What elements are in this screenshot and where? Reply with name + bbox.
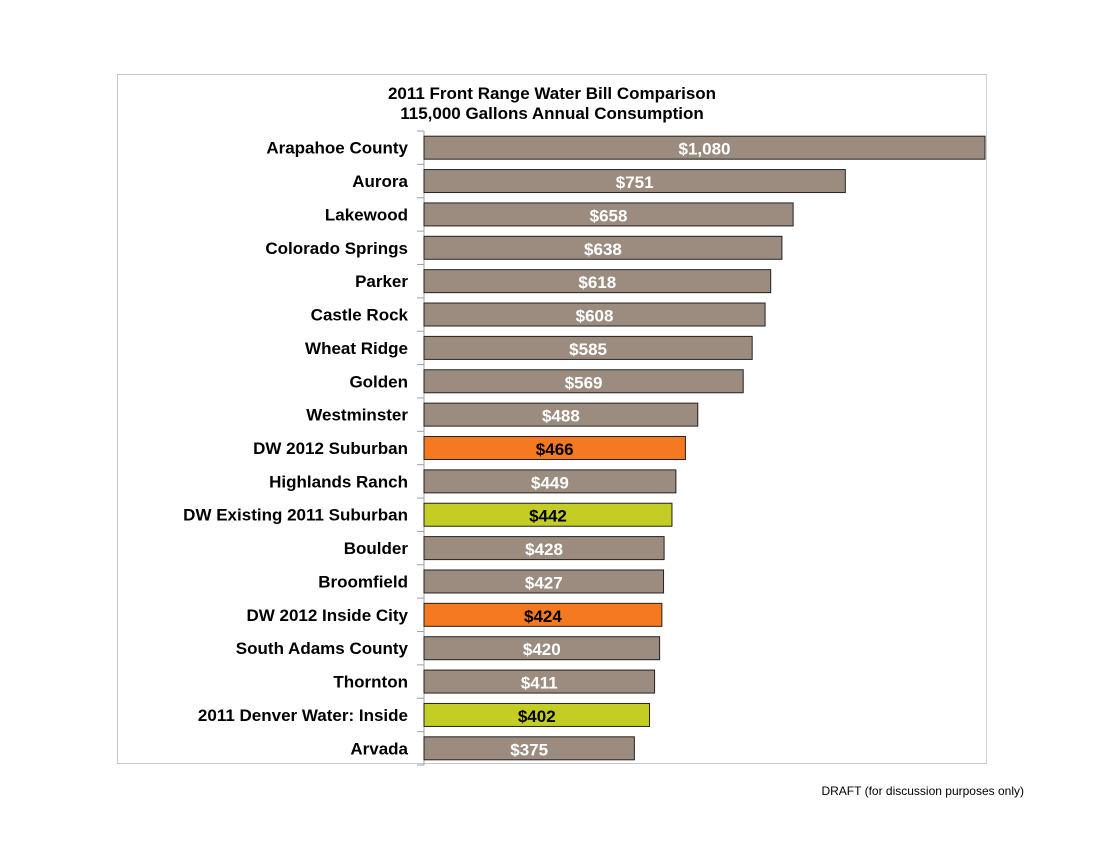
bar-arapahoe-county bbox=[423, 135, 986, 160]
data-label: $424 bbox=[524, 607, 562, 626]
category-label: DW 2012 Inside City bbox=[246, 606, 408, 625]
data-label: $402 bbox=[518, 707, 556, 726]
bar-castle-rock bbox=[423, 302, 766, 327]
bar-golden bbox=[423, 369, 744, 394]
data-label: $1,080 bbox=[679, 140, 731, 159]
category-label: Boulder bbox=[344, 539, 409, 558]
category-label: Broomfield bbox=[318, 572, 408, 591]
data-label: $585 bbox=[569, 340, 607, 359]
category-label: DW 2012 Suburban bbox=[253, 439, 408, 458]
category-label: Thornton bbox=[333, 673, 408, 692]
bar-lakewood bbox=[423, 202, 794, 227]
category-label: Arvada bbox=[350, 739, 408, 758]
data-label: $427 bbox=[525, 573, 563, 592]
data-label: $411 bbox=[521, 674, 558, 693]
category-label: Wheat Ridge bbox=[305, 339, 408, 358]
data-label: $569 bbox=[565, 373, 603, 392]
bar-broomfield bbox=[423, 569, 665, 594]
chart-frame bbox=[117, 74, 987, 764]
bar-aurora bbox=[423, 169, 846, 194]
data-label: $449 bbox=[531, 473, 569, 492]
category-label: Parker bbox=[355, 272, 408, 291]
bar-thornton bbox=[423, 669, 656, 694]
bar-highlands-ranch bbox=[423, 469, 677, 494]
data-label: $375 bbox=[510, 740, 548, 759]
category-label: 2011 Denver Water: Inside bbox=[198, 706, 408, 725]
category-label: Golden bbox=[349, 372, 408, 391]
bar-dw-existing-2011-suburban bbox=[423, 502, 673, 527]
data-label: $428 bbox=[525, 540, 563, 559]
data-label: $488 bbox=[542, 407, 580, 426]
category-label: Colorado Springs bbox=[265, 239, 408, 258]
data-label: $420 bbox=[523, 640, 561, 659]
data-label: $751 bbox=[616, 173, 654, 192]
bar-colorado-springs bbox=[423, 235, 783, 260]
bar-2011-denver-water-inside bbox=[423, 702, 651, 727]
bar-south-adams-county bbox=[423, 636, 661, 661]
data-label: $442 bbox=[529, 507, 567, 526]
category-label: Highlands Ranch bbox=[269, 472, 408, 491]
bar-boulder bbox=[423, 536, 665, 561]
category-label: DW Existing 2011 Suburban bbox=[183, 506, 408, 525]
category-label: Aurora bbox=[352, 172, 408, 191]
category-label: Westminster bbox=[306, 406, 408, 425]
chart-subtitle: 115,000 Gallons Annual Consumption bbox=[400, 104, 704, 123]
bar-parker bbox=[423, 269, 772, 294]
data-label: $658 bbox=[590, 206, 628, 225]
draft-note: DRAFT (for discussion purposes only) bbox=[821, 784, 1024, 798]
bar-dw-2012-inside-city bbox=[423, 602, 663, 627]
chart-title: 2011 Front Range Water Bill Comparison bbox=[387, 84, 717, 103]
bar-arvada bbox=[423, 736, 635, 761]
category-label: Castle Rock bbox=[311, 306, 409, 325]
bar-dw-2012-suburban bbox=[423, 436, 686, 460]
category-label: Arapahoe County bbox=[266, 139, 408, 158]
bar-wheat-ridge bbox=[423, 335, 753, 360]
data-label: $466 bbox=[536, 440, 574, 459]
bar-westminster bbox=[423, 402, 699, 427]
category-label: Lakewood bbox=[325, 205, 408, 224]
category-label: South Adams County bbox=[236, 639, 409, 658]
data-label: $608 bbox=[576, 307, 614, 326]
data-label: $618 bbox=[578, 273, 616, 292]
data-label: $638 bbox=[584, 240, 622, 259]
